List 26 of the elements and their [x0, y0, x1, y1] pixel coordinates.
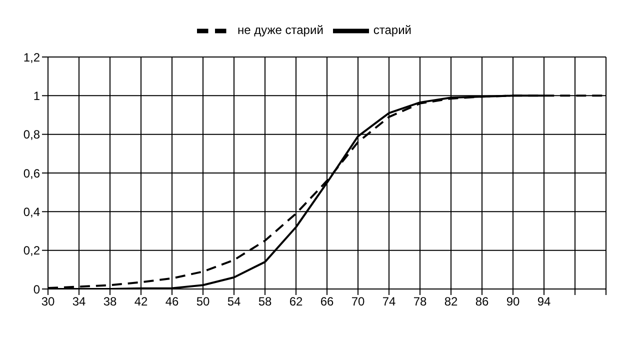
y-tick-label: 0,4 — [23, 204, 40, 219]
x-tick-label: 74 — [382, 294, 396, 309]
legend-label: старий — [373, 23, 412, 38]
x-tick-label: 54 — [227, 294, 241, 309]
x-tick-label: 90 — [506, 294, 520, 309]
x-tick-label: 38 — [103, 294, 117, 309]
x-tick-label: 66 — [320, 294, 334, 309]
x-tick-label: 82 — [444, 294, 458, 309]
y-tick-label: 0,2 — [23, 244, 40, 258]
y-tick-label: 0,8 — [23, 128, 40, 142]
legend-label: не дуже старий — [237, 23, 324, 38]
x-tick-label: 30 — [41, 294, 55, 309]
x-tick-label: 58 — [258, 294, 272, 309]
x-tick-label: 42 — [134, 294, 148, 309]
x-tick-label: 50 — [196, 294, 210, 309]
y-tick-label: 1 — [33, 88, 40, 103]
x-tick-label: 34 — [72, 294, 86, 309]
x-tick-label: 86 — [475, 294, 489, 309]
x-tick-label: 78 — [413, 294, 427, 309]
x-tick-label: 70 — [351, 294, 365, 309]
y-tick-label: 0 — [33, 282, 40, 296]
y-tick-label: 0,6 — [23, 166, 40, 180]
x-tick-label: 62 — [289, 294, 303, 309]
x-tick-label: 46 — [165, 294, 179, 309]
x-tick-label: 94 — [537, 294, 551, 309]
y-tick-label: 1,2 — [23, 50, 40, 64]
